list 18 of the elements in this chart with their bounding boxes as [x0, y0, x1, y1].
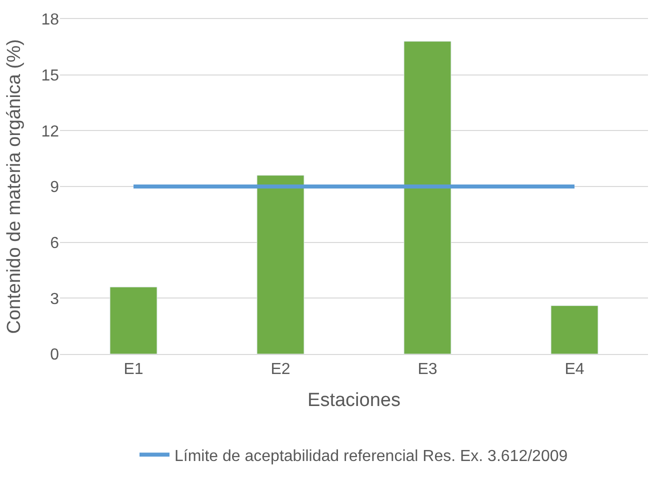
- x-tick-label: E3: [418, 361, 438, 378]
- x-tick-label: E1: [124, 361, 144, 378]
- x-tick-label: E2: [270, 361, 290, 378]
- y-tick-label: 9: [50, 179, 60, 196]
- y-tick-label: 18: [41, 12, 60, 29]
- bar: [550, 305, 598, 354]
- bar: [256, 175, 304, 354]
- y-tick-label: 6: [50, 234, 60, 252]
- x-axis-title: Estaciones: [308, 390, 400, 411]
- legend-label: Límite de aceptabilidad referencial Res. Ex. 3.612/2009: [174, 448, 568, 465]
- x-tick-label: E4: [564, 361, 584, 378]
- y-tick-label: 15: [41, 67, 60, 84]
- y-tick-label: 12: [41, 123, 60, 140]
- y-tick-label: 3: [50, 290, 60, 308]
- y-tick-label: 0: [50, 346, 60, 364]
- bar: [110, 286, 158, 354]
- y-axis-title: Contenido de materia orgánica (%): [4, 39, 26, 334]
- bar: [404, 41, 452, 354]
